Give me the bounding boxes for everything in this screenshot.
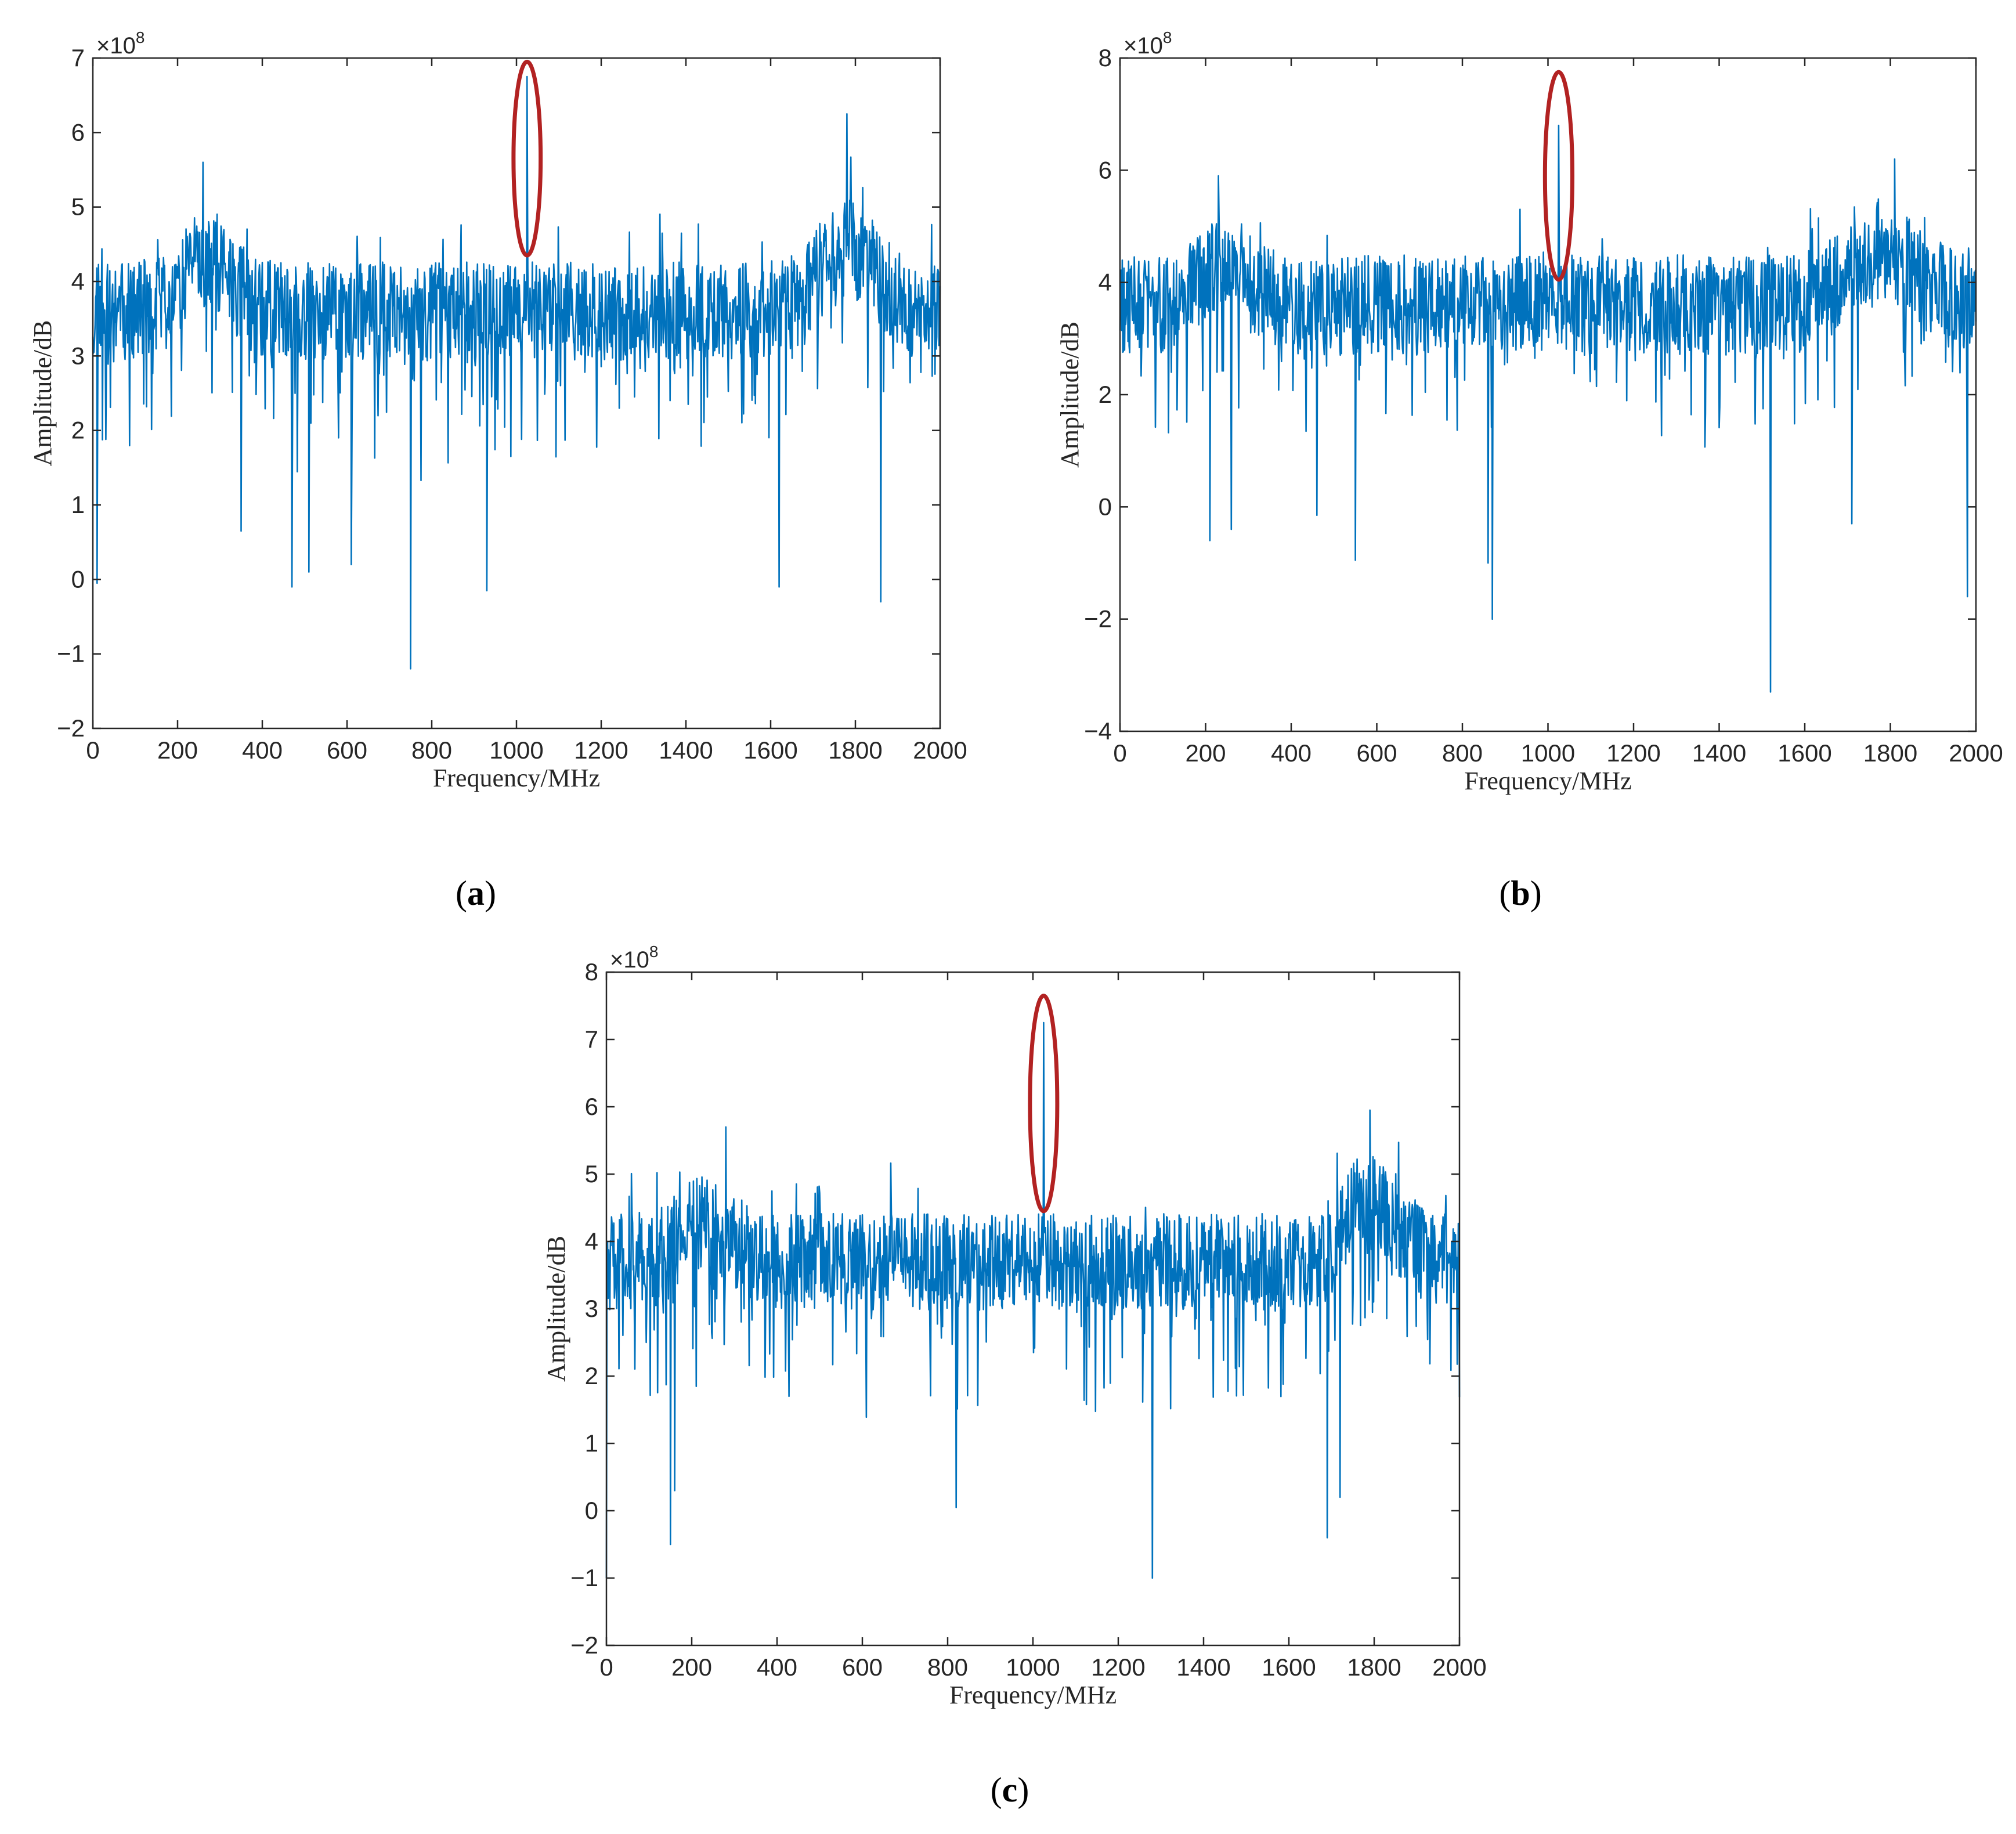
y-exponent-label: ×108	[96, 28, 144, 59]
caption-b: (b)	[1499, 874, 1542, 912]
y-tick-label: 0	[1099, 493, 1112, 520]
peak-highlight-ellipse	[511, 59, 543, 258]
x-tick-label: 1800	[1347, 1654, 1401, 1681]
x-tick-label: 1600	[1777, 739, 1831, 767]
x-tick-label: 1200	[1091, 1654, 1145, 1681]
y-tick-label: 6	[585, 1093, 598, 1120]
y-tick-label: 4	[71, 268, 85, 295]
x-tick-label: 600	[842, 1654, 883, 1681]
y-tick-label: 0	[585, 1497, 598, 1524]
x-tick-label: 600	[327, 737, 367, 764]
x-axis-label: Frequency/MHz	[433, 764, 600, 792]
x-tick-label: 800	[927, 1654, 968, 1681]
y-tick-label: −1	[570, 1564, 598, 1591]
x-tick-label: 1600	[1262, 1654, 1316, 1681]
caption-a-letter: a	[467, 874, 485, 912]
y-tick-label: −4	[1084, 717, 1112, 745]
x-axis-label: Frequency/MHz	[1464, 767, 1631, 795]
y-tick-label: 6	[71, 118, 85, 146]
y-axis-label: Amplitude/dB	[542, 1236, 570, 1382]
plot-area	[93, 58, 940, 728]
x-tick-label: 1000	[1006, 1654, 1060, 1681]
y-tick-label: 5	[71, 193, 85, 221]
x-tick-label: 1000	[1521, 739, 1575, 767]
x-tick-label: 2000	[1432, 1654, 1486, 1681]
x-tick-label: 1400	[1692, 739, 1746, 767]
chart-b: 0 200 400 600 800 1000 1200 1400 1600 1800 2000 −4 −…	[1056, 28, 2003, 795]
x-tick-label: 0	[599, 1654, 613, 1681]
x-tick-label: 600	[1356, 739, 1397, 767]
chart-c: 0 200 400 600 800 1000 1200 1400 1600 1800 2000 −2 −…	[542, 943, 1487, 1709]
y-exponent-superscript: 8	[136, 28, 145, 46]
x-tick-label: 1800	[828, 737, 882, 764]
x-tick-label: 2000	[913, 737, 967, 764]
peak-highlight-ellipse	[1028, 994, 1060, 1214]
x-tick-label: 800	[1442, 739, 1483, 767]
x-tick-label: 1200	[1606, 739, 1660, 767]
peak-highlight-ellipse	[1542, 70, 1575, 282]
x-tick-label: 2000	[1949, 739, 2003, 767]
y-axis-label: Amplitude/dB	[1056, 322, 1084, 468]
spectrum-line	[1119, 124, 1977, 693]
y-tick-label: 7	[585, 1026, 598, 1053]
x-tick-label: 1800	[1863, 739, 1917, 767]
x-tick-label: 1200	[574, 737, 628, 764]
x-axis-label: Frequency/MHz	[949, 1681, 1117, 1709]
y-tick-label: 8	[585, 958, 598, 985]
y-tick-label: 4	[585, 1228, 598, 1255]
caption-b-letter: b	[1511, 874, 1530, 912]
caption-c: (c)	[990, 1771, 1029, 1809]
spectrum-line	[92, 75, 941, 670]
chart-panel-b: 0 200 400 600 800 1000 1200 1400 1600 1800 2000 −4 −…	[1056, 28, 2003, 824]
y-tick-label: 1	[71, 491, 85, 518]
x-tick-label: 1400	[659, 737, 713, 764]
y-tick-label: 5	[585, 1160, 598, 1187]
x-tick-label: 400	[757, 1654, 797, 1681]
y-tick-label: 2	[585, 1362, 598, 1389]
y-tick-label: 1	[585, 1429, 598, 1457]
y-exponent-superscript: 8	[1163, 28, 1172, 46]
y-tick-label: 3	[585, 1295, 598, 1322]
y-tick-label: 3	[71, 342, 85, 369]
y-tick-label: 6	[1099, 156, 1112, 183]
y-tick-label: 0	[71, 565, 85, 593]
y-tick-label: 8	[1099, 44, 1112, 71]
y-tick-label: 4	[1099, 269, 1112, 296]
x-tick-label: 0	[86, 737, 99, 764]
x-tick-label: 200	[1185, 739, 1226, 767]
x-tick-label: 800	[411, 737, 452, 764]
y-tick-label: −2	[1084, 605, 1112, 633]
y-tick-label: 2	[1099, 381, 1112, 408]
x-tick-label: 1600	[743, 737, 797, 764]
x-tick-label: 1400	[1176, 1654, 1230, 1681]
chart-panel-c: 0 200 400 600 800 1000 1200 1400 1600 1800 2000 −2 −…	[522, 940, 1487, 1747]
x-tick-label: 0	[1113, 739, 1126, 767]
y-tick-label: 7	[71, 44, 85, 71]
x-tick-label: 1000	[489, 737, 543, 764]
y-exponent-label: ×108	[610, 943, 658, 973]
spectrum-line	[605, 1021, 1461, 1579]
y-axis-label: Amplitude/dB	[28, 320, 57, 467]
y-tick-label: −2	[570, 1631, 598, 1659]
x-tick-label: 400	[1271, 739, 1312, 767]
y-exponent-superscript: 8	[649, 943, 659, 961]
chart-panel-a: 0 200 400 600 800 1000 1200 1400 1600 1800 2000 −2 −…	[28, 28, 967, 824]
caption-c-letter: c	[1002, 1771, 1018, 1809]
y-tick-label: −1	[57, 640, 85, 667]
y-exponent-label: ×108	[1123, 28, 1172, 59]
x-tick-label: 200	[157, 737, 198, 764]
x-tick-label: 200	[671, 1654, 712, 1681]
chart-a: 0 200 400 600 800 1000 1200 1400 1600 1800 2000 −2 −…	[28, 28, 967, 792]
caption-a: (a)	[456, 874, 496, 912]
plot-area	[1120, 58, 1976, 731]
x-tick-label: 400	[242, 737, 283, 764]
y-tick-label: −2	[57, 714, 85, 742]
y-tick-label: 2	[71, 417, 85, 444]
